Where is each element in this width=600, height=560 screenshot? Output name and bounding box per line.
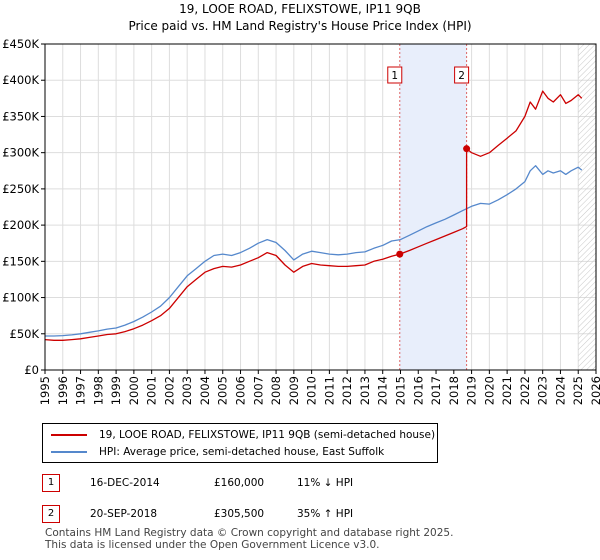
x-tick-label: 2003: [180, 376, 194, 405]
x-tick-label: 1998: [91, 376, 105, 405]
footer: Contains HM Land Registry data © Crown c…: [45, 527, 454, 551]
x-tick-label: 2020: [482, 376, 496, 405]
x-tick-label: 2002: [162, 376, 176, 405]
sale-label-2: 2: [458, 70, 465, 82]
legend-swatch-property: [51, 434, 87, 436]
price-chart: 19, LOOE ROAD, FELIXSTOWE, IP11 9QB Pric…: [2, 2, 600, 405]
x-tick-label: 2026: [589, 376, 600, 405]
x-tick-label: 2018: [447, 376, 461, 405]
x-tick-label: 2017: [429, 376, 443, 405]
y-tick-label: £50K: [10, 327, 40, 341]
x-tick-label: 2021: [500, 376, 514, 405]
sale-number-badge: 2: [42, 505, 60, 523]
x-tick-label: 1996: [56, 376, 70, 405]
sale-period-band: [399, 44, 467, 370]
x-tick-label: 2008: [269, 376, 283, 405]
hpi-series-line: [45, 165, 583, 337]
series-lines: [44, 90, 583, 341]
x-tick-label: 2012: [340, 376, 354, 405]
x-tick-label: 2019: [465, 376, 479, 405]
y-tick-label: £200K: [2, 218, 39, 232]
y-tick-label: £400K: [2, 73, 39, 87]
x-tick-label: 2011: [322, 376, 336, 405]
legend-label-hpi: HPI: Average price, semi-detached house,…: [99, 446, 385, 458]
sale-label-box-1: [387, 66, 403, 84]
y-tick-label: £250K: [2, 182, 39, 196]
legend-swatch-hpi: [51, 451, 87, 453]
y-tick-label: £350K: [2, 109, 39, 123]
y-tick-label: £0: [24, 363, 39, 377]
legend-label-property: 19, LOOE ROAD, FELIXSTOWE, IP11 9QB (sem…: [99, 429, 436, 441]
x-tick-label: 2001: [145, 376, 159, 405]
x-tick-label: 2016: [411, 376, 425, 405]
x-tick-label: 2013: [358, 376, 372, 405]
x-tick-label: 2006: [234, 376, 248, 405]
plot-area: [45, 44, 596, 370]
x-tick-label: 2007: [251, 376, 265, 405]
x-tick-label: 2024: [553, 376, 567, 405]
x-tick-label: 2022: [518, 376, 532, 405]
sale-price: £160,000: [214, 477, 265, 489]
sale-label-box-2: [454, 66, 470, 84]
axes-frame: [44, 43, 597, 371]
y-tick-label: £450K: [2, 37, 39, 51]
sale-hpi-delta: 11% ↓ HPI: [297, 477, 354, 489]
x-tick-label: 2025: [571, 376, 585, 405]
sale-label-1: 1: [391, 70, 398, 82]
footer-licence: This data is licensed under the Open Gov…: [45, 538, 380, 551]
sale-number-badge: 1: [42, 474, 60, 492]
sale-point-2: [463, 145, 471, 153]
plot-background: [45, 44, 596, 370]
chart-title: 19, LOOE ROAD, FELIXSTOWE, IP11 9QB: [179, 2, 421, 16]
x-tick-label: 2000: [127, 376, 141, 405]
footer-copyright: Contains HM Land Registry data © Crown c…: [45, 527, 454, 539]
y-tick-label: £100K: [2, 291, 39, 305]
grid: [44, 43, 597, 371]
x-tick-label: 2015: [393, 376, 407, 405]
x-tick-label: 1999: [109, 376, 123, 405]
y-tick-label: £300K: [2, 146, 39, 160]
x-tick-label: 2009: [287, 376, 301, 405]
property-series-line: [44, 90, 583, 341]
chart-subtitle: Price paid vs. HM Land Registry's House …: [128, 19, 471, 33]
axes: £0 £50K £100K £150K £200K £250K £300K £350K £400…: [2, 37, 600, 405]
sale-point-1: [396, 250, 404, 258]
x-tick-label: 1997: [74, 376, 88, 405]
x-tick-label: 1995: [38, 376, 52, 405]
sale-date: 16-DEC-2014: [90, 477, 160, 489]
forecast-hatch: [578, 44, 596, 370]
sale-date: 20-SEP-2018: [90, 508, 158, 520]
x-tick-label: 2010: [305, 376, 319, 405]
x-tick-label: 2004: [198, 376, 212, 405]
chart-legend: 19, LOOE ROAD, FELIXSTOWE, IP11 9QB (sem…: [42, 423, 438, 463]
sale-hpi-delta: 35% ↑ HPI: [297, 508, 354, 520]
sale-period-shading: [399, 44, 596, 370]
x-tick-label: 2014: [376, 376, 390, 405]
x-tick-label: 2005: [216, 376, 230, 405]
x-tick-label: 2023: [536, 376, 550, 405]
sale-price: £305,500: [214, 508, 265, 520]
y-tick-label: £150K: [2, 254, 39, 268]
